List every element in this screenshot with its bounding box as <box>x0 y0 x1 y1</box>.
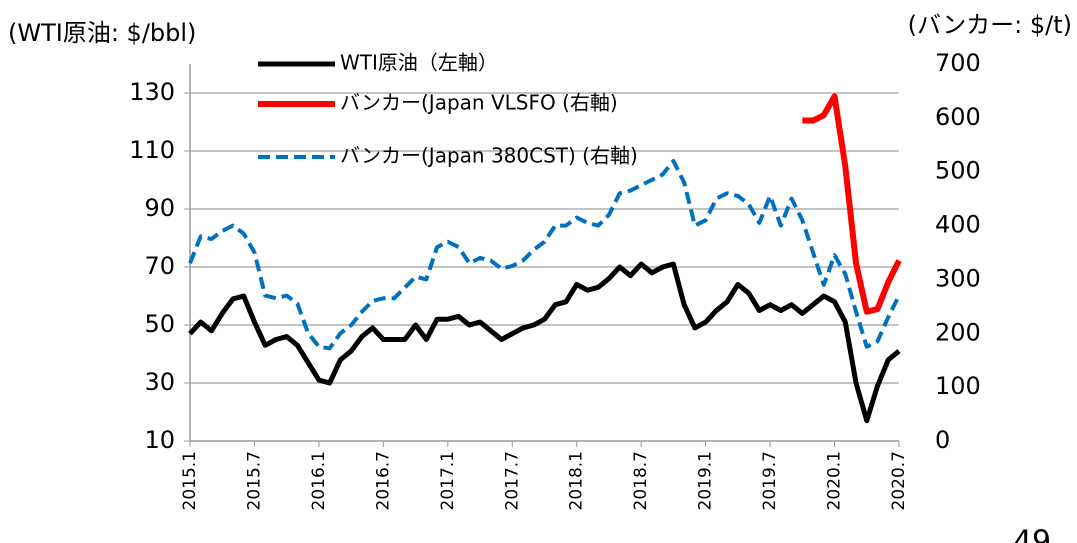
x-tick-label: 2020.7 <box>889 451 909 510</box>
y-tick-label: 30 <box>144 368 175 396</box>
legend-label: バンカー(Japan 380CST) (右軸) <box>340 144 638 168</box>
x-tick-label: 2015.7 <box>244 451 264 510</box>
series-line <box>188 261 901 424</box>
y-tick-label: 50 <box>144 310 175 338</box>
y2-tick-label: 200 <box>935 318 981 346</box>
x-tick-label: 2019.7 <box>760 451 780 510</box>
x-tick-label: 2016.1 <box>309 451 329 510</box>
legend-label: バンカー(Japan VLSFO (右軸) <box>340 91 618 115</box>
legend-label: WTI原油（左軸） <box>340 51 498 75</box>
y-tick-label: 70 <box>144 252 175 280</box>
y2-tick-label: 700 <box>935 49 981 77</box>
x-tick-label: 2018.7 <box>631 451 651 510</box>
y2-tick-label: 600 <box>935 103 981 131</box>
x-tick-label: 2017.7 <box>502 451 522 510</box>
x-tick-label: 2019.1 <box>696 451 716 510</box>
x-tick-label: 2015.1 <box>180 451 200 510</box>
series-line <box>188 158 901 351</box>
y2-tick-label: 500 <box>935 157 981 185</box>
y-axis-label: (WTI原油: $/bbl) <box>8 19 196 47</box>
y-tick-label: 110 <box>129 136 175 164</box>
y2-tick-label: 300 <box>935 264 981 292</box>
page-number: 49 <box>1013 525 1051 543</box>
x-tick-label: 2018.1 <box>567 451 587 510</box>
y2-axis-label: (バンカー: $/t) <box>908 11 1072 39</box>
series-line <box>802 93 902 315</box>
x-tick-label: 2017.1 <box>438 451 458 510</box>
y-tick-label: 10 <box>144 426 175 454</box>
y2-tick-label: 400 <box>935 211 981 239</box>
x-tick-label: 2016.7 <box>373 451 393 510</box>
x-tick-label: 2020.1 <box>825 451 845 510</box>
y-tick-label: 130 <box>129 78 175 106</box>
y-tick-label: 90 <box>144 194 175 222</box>
y2-tick-label: 0 <box>935 426 950 454</box>
y2-tick-label: 100 <box>935 372 981 400</box>
